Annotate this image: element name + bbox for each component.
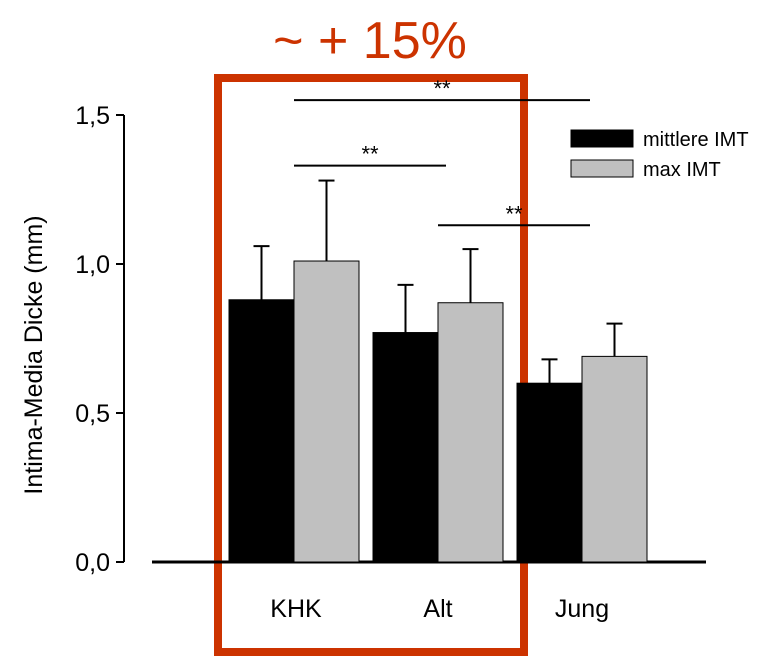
x-tick-label: Alt xyxy=(423,595,452,623)
y-tick-label: 0,5 xyxy=(75,400,110,428)
legend-swatch xyxy=(570,159,634,178)
chart-title: ~ + 15% xyxy=(273,12,467,70)
x-tick-label: Jung xyxy=(555,595,609,623)
legend-label: max IMT xyxy=(643,159,721,181)
bar-mean-alt xyxy=(372,332,439,563)
y-axis-label: Intima-Media Dicke (mm) xyxy=(20,215,48,494)
legend: mittlere IMT max IMT xyxy=(570,129,749,181)
significance-label: ** xyxy=(433,76,451,101)
y-tick-label: 1,0 xyxy=(75,251,110,279)
bar-max-jung xyxy=(581,355,648,563)
legend-swatch xyxy=(570,129,634,148)
significance-label: ** xyxy=(505,201,523,226)
plot-area: 0,0 0,5 1,0 1,5 KHK Alt Jung ** ** ** xyxy=(75,74,706,656)
bar-mean-jung xyxy=(516,382,583,563)
y-tick-label: 1,5 xyxy=(75,102,110,130)
significance-label: ** xyxy=(361,142,379,167)
highlight-box xyxy=(214,74,528,656)
y-tick-label: 0,0 xyxy=(75,549,110,577)
legend-label: mittlere IMT xyxy=(643,129,749,151)
bar-max-khk xyxy=(293,260,360,563)
x-tick-label: KHK xyxy=(270,595,322,623)
bar-max-alt xyxy=(437,302,504,563)
bar-mean-khk xyxy=(228,299,295,563)
